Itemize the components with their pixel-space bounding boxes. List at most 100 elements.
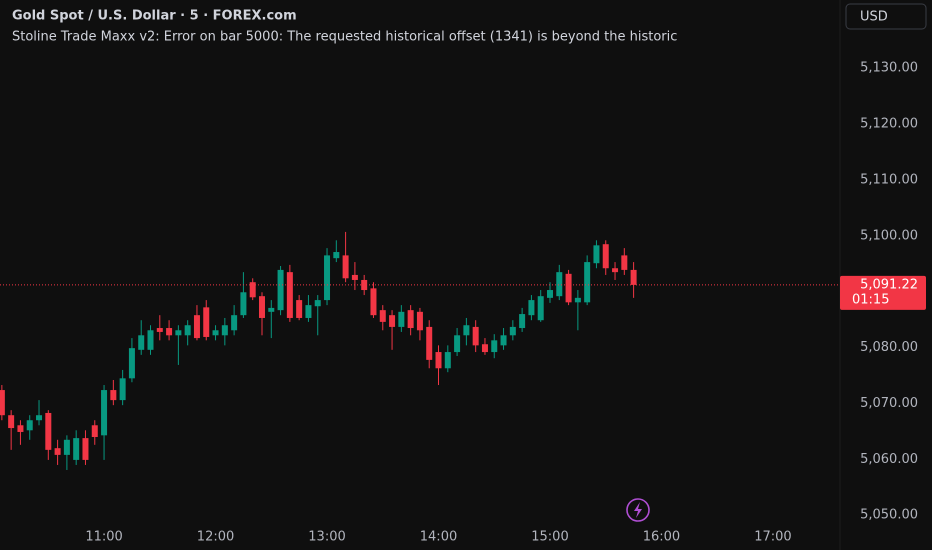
y-tick-label: 5,050.00 [860,508,918,523]
candle-body [193,315,200,339]
candle-body [277,269,284,311]
candle-body [258,296,265,318]
candle-body [240,292,247,316]
candle-body [593,245,600,264]
candle-body [324,255,331,301]
candle-body [537,296,544,321]
y-tick-label: 5,070.00 [860,396,918,411]
candle-body [221,325,228,336]
last-price-label: 5,091.22 [860,277,918,292]
candle-body [231,315,238,331]
x-tick-label: 17:00 [754,530,791,545]
x-tick-label: 12:00 [197,530,234,545]
candle-body [286,272,293,318]
candle-body [491,340,498,353]
candle-body [91,425,98,437]
alert-icon-bolt[interactable] [634,502,642,518]
candle-body [0,390,5,416]
candle-body [26,420,33,431]
candle-body [156,328,163,332]
countdown-label: 01:15 [852,292,889,307]
candle-body [63,439,70,455]
alert-icon[interactable] [626,498,650,522]
candle-body [389,315,396,327]
candle-body [342,255,349,279]
candle-body [110,390,117,401]
candle-body [565,273,572,303]
candle-body [379,310,386,322]
x-tick-label: 14:00 [420,530,457,545]
candle-body [612,268,619,273]
candle-body [175,330,182,336]
candle-body [584,262,591,303]
header: Gold Spot / U.S. Dollar · 5 · FOREX.com … [12,9,677,45]
candle-body [212,330,219,336]
y-tick-label: 5,120.00 [860,117,918,132]
candle-body [314,300,321,307]
y-tick-label: 5,060.00 [860,452,918,467]
candle-body [249,282,256,298]
candle-body [36,415,43,421]
candle-body [17,425,24,432]
candle-body [602,244,609,269]
candle-body [305,305,312,318]
candle-body [296,300,303,318]
candle-body [184,325,191,336]
candle-body [407,310,414,329]
candle-body [203,307,210,337]
candle-body [73,438,80,460]
candle-body [435,352,442,369]
x-tick-label: 11:00 [85,530,122,545]
x-tick-label: 16:00 [643,530,680,545]
candle-body [45,412,52,450]
candle-body [519,314,526,329]
alert-icon-ring[interactable] [626,498,650,522]
candle-body [528,300,535,316]
candle-body [333,252,340,259]
y-tick-label: 5,130.00 [860,61,918,76]
candle-body [621,255,628,270]
candle-body [128,348,135,379]
indicator-error: Stoline Trade Maxx v2: Error on bar 5000… [12,30,677,45]
currency-label[interactable]: USD [860,10,888,25]
candle-body [472,326,479,346]
y-tick-label: 5,100.00 [860,228,918,243]
candle-body [444,352,451,369]
candle-body [8,415,15,429]
currency-button-frame[interactable] [845,3,927,30]
y-tick-label: 5,110.00 [860,172,918,187]
plot-area [0,231,637,470]
candle-body [101,390,108,436]
chart-title: Gold Spot / U.S. Dollar · 5 · FOREX.com [12,9,297,24]
candle-body [138,335,145,350]
candle-body [147,330,154,350]
candle-body [500,335,507,346]
currency-button[interactable]: USD [845,3,927,30]
candle-body [481,344,488,353]
candle-body [463,325,470,336]
candle-body [166,328,173,336]
x-tick-label: 15:00 [531,530,568,545]
candle-body [268,307,275,312]
candle-body [370,288,377,316]
y-tick-label: 5,080.00 [860,340,918,355]
candle-body [454,335,461,353]
candle-body [509,326,516,336]
candle-body [546,290,553,298]
candle-body [398,311,405,327]
candle-body [574,297,581,303]
last-price-tag [840,275,926,310]
candle-body [556,272,563,297]
candle-body [416,311,423,331]
x-tick-label: 13:00 [308,530,345,545]
candle-body [426,326,433,360]
candle-body [351,274,358,280]
candle-body [119,378,126,401]
candle-body [361,279,368,291]
candle-body [54,448,61,455]
candle-body [630,269,637,285]
candle-body [82,438,89,460]
